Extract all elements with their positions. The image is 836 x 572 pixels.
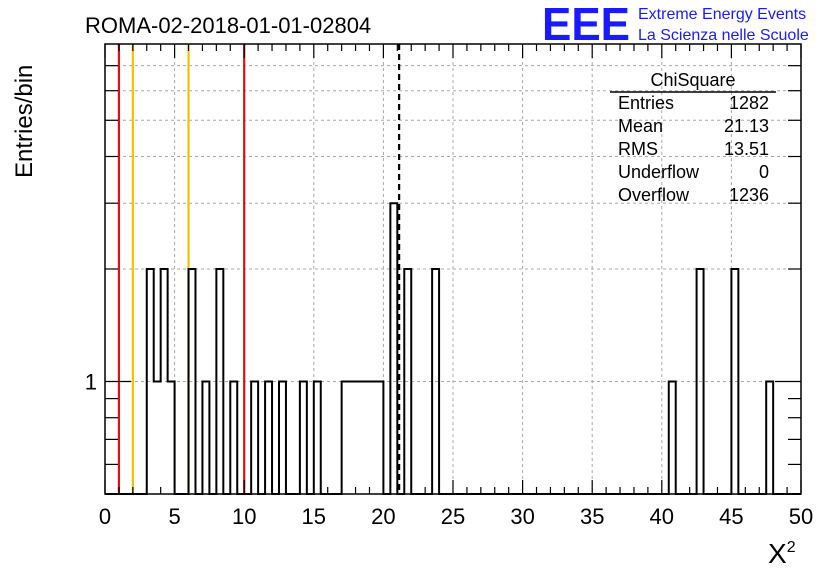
x-tick-label-9: 45 bbox=[719, 504, 743, 529]
x-tick-label-2: 10 bbox=[232, 504, 256, 529]
x-axis-label: X2 bbox=[768, 538, 796, 569]
stats-label-entries: Entries bbox=[618, 93, 674, 113]
stats-value-underflow: 0 bbox=[759, 162, 769, 182]
x-tick-label-4: 20 bbox=[371, 504, 395, 529]
stats-label-rms: RMS bbox=[618, 139, 658, 159]
stats-value-overflow: 1236 bbox=[729, 185, 769, 205]
x-tick-label-0: 0 bbox=[99, 504, 111, 529]
x-tick-label-6: 30 bbox=[510, 504, 534, 529]
eee-logo-line2: La Scienza nelle Scuole bbox=[638, 27, 809, 44]
x-tick-label-5: 25 bbox=[441, 504, 465, 529]
stats-value-rms: 13.51 bbox=[724, 139, 769, 159]
stats-box: ChiSquare Entries 1282 Mean 21.13 RMS 13.51 Un… bbox=[610, 70, 776, 205]
eee-logo: EEE Extreme Energy Events La Scienza nel… bbox=[542, 0, 809, 50]
histogram-outline bbox=[105, 202, 801, 495]
eee-logo-mark: EEE bbox=[542, 0, 630, 50]
x-tick-label-7: 35 bbox=[580, 504, 604, 529]
y-tick-label-0: 1 bbox=[85, 370, 97, 395]
axis-ticks bbox=[104, 44, 802, 494]
stats-value-entries: 1282 bbox=[729, 93, 769, 113]
y-axis-label: Entries/bin bbox=[11, 65, 38, 178]
y-tick-labels: 1 bbox=[85, 370, 97, 395]
x-tick-label-10: 50 bbox=[789, 504, 813, 529]
chart-title: ROMA-02-2018-01-01-02804 bbox=[85, 13, 371, 38]
x-tick-label-3: 15 bbox=[302, 504, 326, 529]
eee-logo-line1: Extreme Energy Events bbox=[638, 6, 806, 23]
stats-label-mean: Mean bbox=[618, 116, 663, 136]
x-tick-label-8: 40 bbox=[650, 504, 674, 529]
stats-label-underflow: Underflow bbox=[618, 162, 700, 182]
x-tick-labels: 0 5 10 15 20 25 30 35 40 45 50 bbox=[99, 504, 813, 529]
stats-label-overflow: Overflow bbox=[618, 185, 690, 205]
stats-value-mean: 21.13 bbox=[724, 116, 769, 136]
stats-box-name: ChiSquare bbox=[650, 70, 735, 90]
x-tick-label-1: 5 bbox=[168, 504, 180, 529]
